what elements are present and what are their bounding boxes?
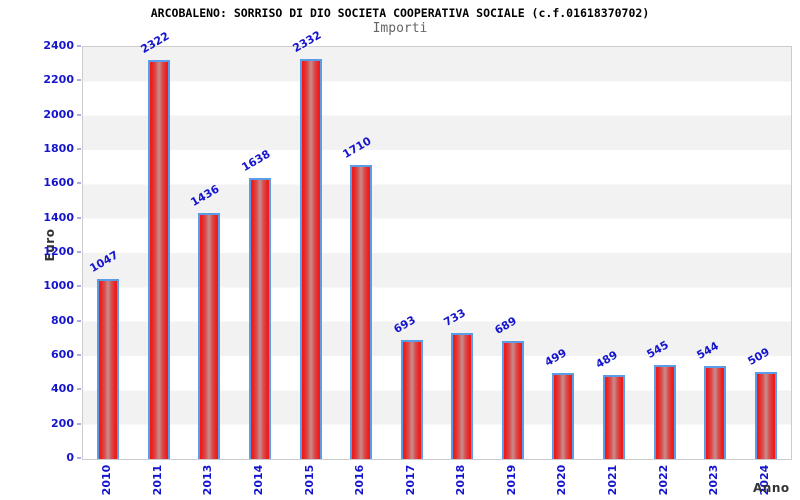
x-tick-label-2021: 2021 (606, 464, 619, 496)
y-tick-mark (77, 45, 81, 47)
bar-2016 (350, 165, 373, 459)
bar-2021 (603, 375, 625, 459)
bar-2017 (400, 340, 423, 459)
x-tick-label-2014: 2014 (252, 464, 265, 496)
chart-subtitle: Importi (372, 21, 428, 36)
bar-2018 (451, 333, 474, 459)
y-tick-label: 600 (51, 348, 74, 361)
x-tick-label-2023: 2023 (707, 464, 721, 496)
bar-2020 (552, 373, 575, 459)
bar-2014 (249, 177, 271, 459)
bar-2024 (754, 371, 777, 459)
y-tick-mark (77, 216, 81, 219)
y-tick-mark (77, 285, 81, 288)
y-tick-label: 2400 (43, 39, 74, 52)
y-tick-label: 2000 (43, 107, 74, 121)
bar-value-label: 509 (745, 344, 772, 368)
x-tick-label-2015: 2015 (302, 464, 316, 496)
y-tick-mark (77, 422, 81, 425)
bar-value-label: 1710 (340, 134, 374, 162)
bar-value-label: 499 (542, 346, 570, 370)
x-tick-label-2022: 2022 (656, 464, 670, 496)
bar-value-label: 689 (492, 313, 519, 337)
x-tick-label-2019: 2019 (504, 464, 518, 496)
y-tick-mark (77, 79, 81, 82)
y-tick-mark (77, 354, 81, 356)
y-tick-label: 1600 (43, 176, 74, 190)
y-tick-label: 200 (51, 416, 74, 430)
y-tick-mark (77, 457, 81, 459)
bar-value-label: 733 (441, 306, 469, 330)
bar-2022 (653, 365, 676, 459)
bar-value-label: 1436 (188, 181, 222, 209)
y-tick-label: 1000 (43, 279, 74, 293)
y-tick-label: 800 (51, 313, 74, 327)
y-tick-mark (77, 251, 81, 253)
y-tick-mark (77, 182, 81, 185)
x-tick-label-2016: 2016 (353, 464, 367, 496)
x-tick-label-2020: 2020 (555, 464, 569, 496)
bar-2015 (299, 58, 322, 459)
x-tick-label-2011: 2011 (150, 464, 164, 496)
bar-value-label: 544 (694, 338, 722, 362)
bar-2013 (198, 212, 221, 459)
bar-value-label: 489 (593, 348, 620, 372)
bar-value-label: 1047 (87, 248, 121, 276)
plot-area: 1047 2322 1436 1638 2332 1710 693 733 689 499 489 5… (82, 28, 792, 460)
y-tick-mark (77, 113, 81, 116)
y-tick-label: 2200 (43, 73, 74, 87)
bar-value-label: 1638 (239, 147, 273, 174)
y-tick-mark (77, 148, 81, 150)
y-tick-mark (77, 319, 81, 322)
x-tick-label-2017: 2017 (403, 464, 417, 496)
y-tick-label: 0 (66, 451, 74, 464)
y-tick-label: 400 (51, 382, 74, 396)
chart-title: ARCOBALENO: SORRISO DI DIO SOCIETA COOPE… (150, 6, 650, 20)
x-tick-label-2013: 2013 (201, 464, 215, 496)
y-tick-label: 1200 (43, 245, 74, 258)
x-tick-label-2010: 2010 (100, 464, 114, 496)
y-tick-label: 1800 (43, 142, 74, 155)
bar-2023 (704, 365, 727, 459)
bar-value-label: 693 (391, 313, 418, 337)
bar-2011 (147, 60, 170, 459)
y-tick-label: 1400 (43, 210, 74, 224)
x-tick-label-2018: 2018 (454, 464, 468, 496)
bar-2019 (501, 340, 524, 459)
x-axis-title: Anno (753, 481, 790, 495)
bar-2010 (97, 279, 120, 459)
bar-value-label: 545 (644, 338, 671, 362)
y-tick-mark (77, 388, 81, 391)
